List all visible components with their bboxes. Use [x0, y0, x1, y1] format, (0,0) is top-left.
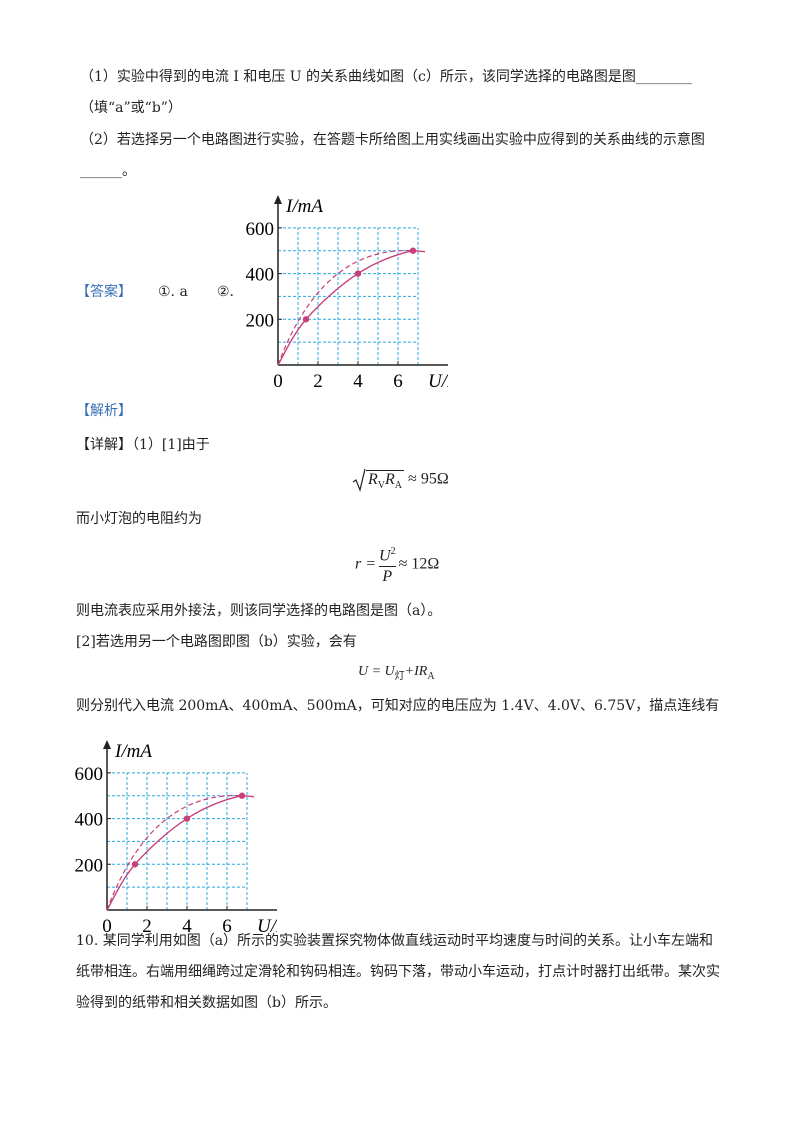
dashed-curve [106, 795, 243, 911]
y-tick-label: 600 [246, 219, 275, 240]
x-tick-label: 2 [313, 371, 323, 392]
equation-1: RVRA ≈ 95Ω [352, 468, 449, 492]
x-tick-label: 4 [182, 916, 192, 937]
equation-3: U = U灯+IRA [358, 664, 435, 682]
x-axis-label: U/N [428, 371, 448, 392]
analysis-label: 【解析】 [76, 403, 132, 419]
curve [277, 250, 426, 366]
answer-1: ①. a [158, 284, 188, 300]
rhs: ≈ 95Ω [408, 470, 449, 488]
arrow [274, 195, 282, 204]
data-point [131, 861, 139, 868]
y-axis-label: I/mA [285, 196, 323, 217]
subscript: V [377, 479, 386, 491]
mid: +IR [404, 664, 428, 679]
rhs: ≈ 12Ω [398, 555, 440, 573]
graph: 0 2 4 6 200 400 600 I/mA U/N [246, 195, 448, 392]
data-point [302, 316, 310, 323]
question-1: （1）实验中得到的电流 I 和电压 U 的关系曲线如图（c）所示，该同学选择的电… [80, 69, 692, 116]
y-axis-label: I/mA [114, 741, 152, 762]
radicand: RVRA [366, 469, 405, 491]
data-point [409, 247, 417, 254]
graph: 0 2 4 6 200 400 600 I/mA U/N [75, 740, 277, 937]
x-tick-label: 6 [222, 916, 232, 937]
radical [352, 468, 366, 492]
x-tick-label: 0 [102, 916, 112, 937]
y-tick-label: 600 [75, 764, 104, 785]
y-tick-label: 400 [75, 810, 104, 831]
x-axis-label: U/N [257, 916, 277, 937]
answer-2: ②. [217, 284, 235, 300]
conclusion: 则电流表应采用外接法，则该同学选择的电路图是图（a）。 [76, 603, 442, 619]
dashed-curve [277, 250, 414, 366]
data-point [238, 792, 246, 799]
subscript: A [427, 670, 435, 682]
y-tick-label: 200 [75, 855, 104, 876]
subscript: 灯 [394, 670, 405, 682]
lhs: r = [355, 555, 377, 573]
numerator: U [379, 547, 391, 565]
substitute: 则分别代入电流 200mA、400mA、500mA，可知对应的电压应为 1.4V… [76, 698, 720, 714]
detail: 【详解】（1）[1]由于 [76, 437, 210, 453]
symbol: R [385, 470, 395, 488]
x-tick-label: 6 [393, 371, 403, 392]
subscript: A [394, 479, 403, 491]
x-tick-label: 0 [273, 371, 283, 392]
y-tick-label: 200 [246, 310, 275, 331]
curve [106, 795, 255, 911]
symbol: R [368, 470, 378, 488]
denominator: P [379, 566, 396, 587]
part-2: [2]若选用另一个电路图即图（b）实验，会有 [76, 634, 357, 650]
y-tick-label: 400 [246, 265, 275, 286]
bulb-text: 而小灯泡的电阻约为 [76, 511, 202, 527]
equation-2: r = U2 P ≈ 12Ω [355, 542, 439, 587]
data-point [183, 815, 191, 822]
data-point [354, 270, 362, 277]
superscript: 2 [390, 546, 396, 557]
question-10: 10. 某同学利用如图（a）所示的实验装置探究物体做直线运动时平均速度与时间的关… [76, 933, 720, 1011]
arrow [103, 740, 111, 749]
fraction: U2 P [379, 542, 396, 587]
answer-label: 【答案】 [76, 284, 132, 300]
lhs: U = U [358, 664, 395, 679]
x-tick-label: 4 [353, 371, 363, 392]
x-tick-label: 2 [142, 916, 152, 937]
question-2: （2）若选择另一个电路图进行实验，在答题卡所给图上用实线画出实验中应得到的关系曲… [80, 132, 705, 179]
